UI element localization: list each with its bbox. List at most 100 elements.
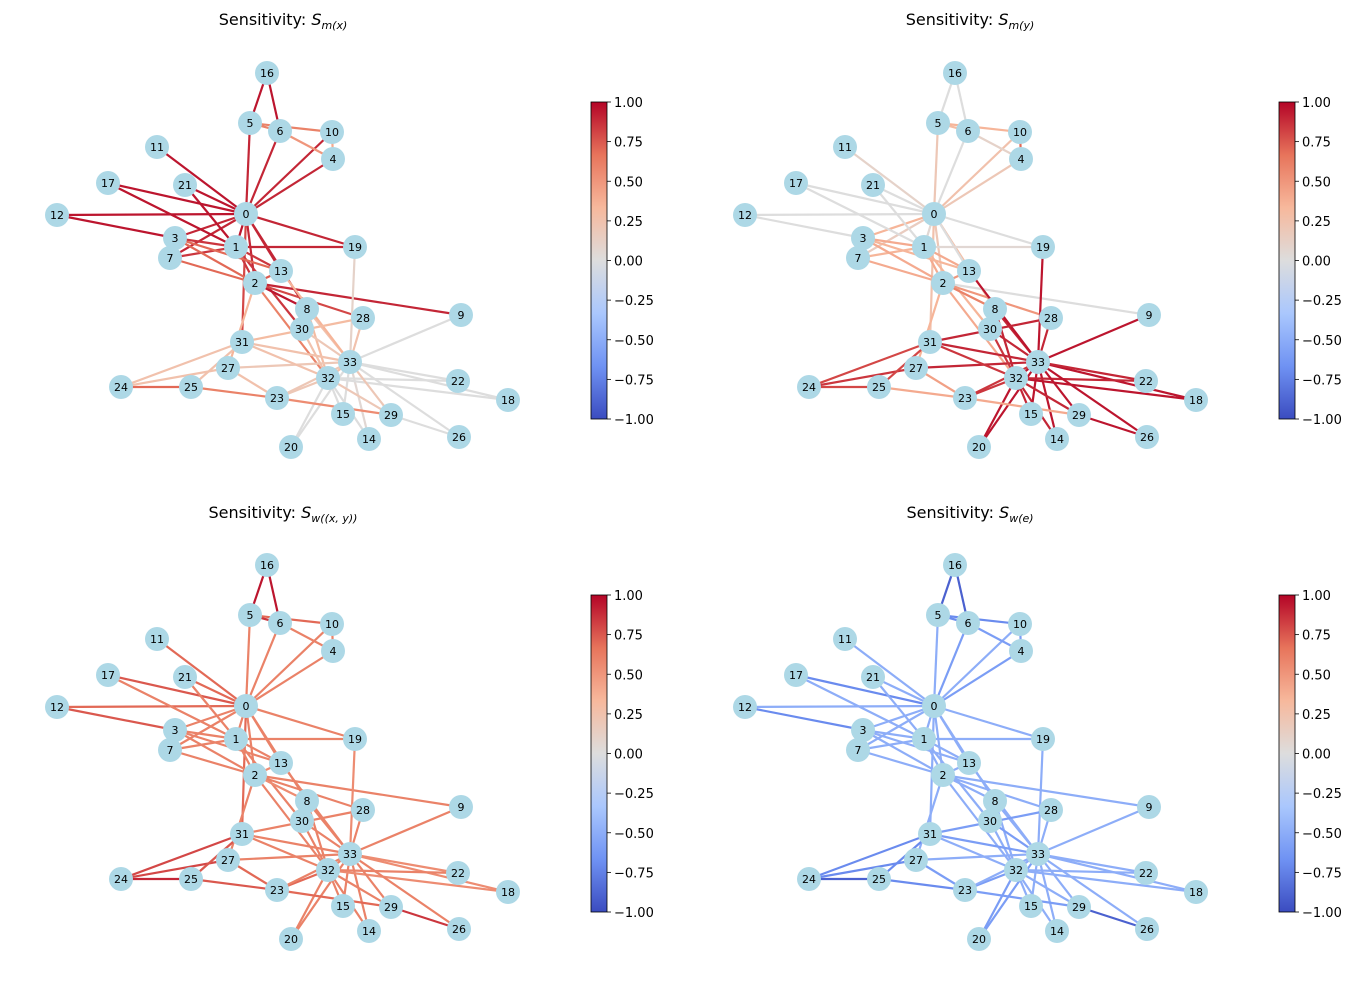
node-label-29: 29 xyxy=(1072,409,1086,422)
node-label-33: 33 xyxy=(343,848,357,861)
node-label-11: 11 xyxy=(838,141,852,154)
node-label-2: 2 xyxy=(940,769,947,782)
edge-0-10 xyxy=(245,623,333,707)
edge-3-12 xyxy=(744,705,864,732)
node-7 xyxy=(846,246,870,270)
node-11 xyxy=(145,135,169,159)
edge-0-19 xyxy=(933,212,1044,249)
node-label-26: 26 xyxy=(1140,923,1154,936)
node-26 xyxy=(447,917,471,941)
node-13 xyxy=(957,259,981,283)
node-32 xyxy=(1004,858,1028,882)
colorbar-tick-label: 0.75 xyxy=(1302,136,1331,151)
edge-2-9 xyxy=(254,773,462,809)
colorbar-tick-label: −0.50 xyxy=(614,827,654,842)
edge-19-33 xyxy=(348,738,357,855)
edge-0-17 xyxy=(795,673,935,708)
node-label-15: 15 xyxy=(1024,900,1038,913)
node-17 xyxy=(96,171,120,195)
edge-1-21 xyxy=(872,676,925,740)
node-label-2: 2 xyxy=(252,277,259,290)
node-label-30: 30 xyxy=(295,815,309,828)
edge-0-11 xyxy=(156,638,247,707)
node-label-8: 8 xyxy=(992,303,999,316)
node-label-12: 12 xyxy=(738,209,752,222)
edge-1-17 xyxy=(107,674,237,740)
edge-0-6 xyxy=(932,130,970,215)
panel-title-1: Sensitivity: Sm(y) xyxy=(906,10,1035,32)
node-11 xyxy=(833,135,857,159)
node-label-19: 19 xyxy=(348,733,362,746)
node-28 xyxy=(351,306,375,330)
node-label-18: 18 xyxy=(1189,886,1203,899)
node-label-23: 23 xyxy=(270,392,284,405)
node-label-27: 27 xyxy=(221,854,235,867)
node-14 xyxy=(1045,427,1069,451)
colorbar-bar xyxy=(1278,101,1296,420)
edge-0-11 xyxy=(156,146,247,215)
node-label-22: 22 xyxy=(1139,375,1153,388)
edge-0-6 xyxy=(244,622,282,707)
edge-22-32 xyxy=(1015,376,1147,383)
node-label-5: 5 xyxy=(247,117,254,130)
edge-2-3 xyxy=(174,237,256,284)
node-label-5: 5 xyxy=(935,117,942,130)
node-17 xyxy=(96,663,120,687)
node-label-20: 20 xyxy=(972,441,986,454)
edge-2-9 xyxy=(942,773,1150,809)
node-label-31: 31 xyxy=(235,336,249,349)
node-label-0: 0 xyxy=(931,700,938,713)
edge-0-12 xyxy=(744,704,935,709)
node-label-4: 4 xyxy=(330,645,337,658)
node-label-5: 5 xyxy=(935,609,942,622)
node-33 xyxy=(338,842,362,866)
node-26 xyxy=(1135,425,1159,449)
colorbar-bar xyxy=(590,594,608,913)
node-19 xyxy=(343,727,367,751)
edge-26-33 xyxy=(349,853,460,930)
edge-2-3 xyxy=(862,237,944,284)
node-label-31: 31 xyxy=(923,828,937,841)
node-7 xyxy=(158,738,182,762)
node-label-24: 24 xyxy=(114,873,128,886)
node-12 xyxy=(45,695,69,719)
node-31 xyxy=(230,330,254,354)
node-5 xyxy=(238,603,262,627)
node-18 xyxy=(1184,388,1208,412)
node-19 xyxy=(343,235,367,259)
edge-24-27 xyxy=(120,366,229,389)
colorbar-tick-label: 0.00 xyxy=(1302,748,1331,763)
node-label-33: 33 xyxy=(343,356,357,369)
colorbar-tick-label: 0.00 xyxy=(614,748,643,763)
edge-3-12 xyxy=(56,705,176,732)
edge-2-7 xyxy=(857,256,944,285)
node-13 xyxy=(957,751,981,775)
edge-22-33 xyxy=(1037,852,1147,875)
node-label-0: 0 xyxy=(931,208,938,221)
node-7 xyxy=(846,738,870,762)
node-4 xyxy=(1009,147,1033,171)
edge-24-31 xyxy=(120,832,243,881)
edge-2-7 xyxy=(169,256,256,285)
edge-19-33 xyxy=(1036,246,1045,363)
node-label-27: 27 xyxy=(221,362,235,375)
edge-0-7 xyxy=(169,213,247,259)
edge-23-33 xyxy=(276,361,351,399)
node-31 xyxy=(230,822,254,846)
node-21 xyxy=(173,665,197,689)
node-22 xyxy=(446,369,470,393)
edge-1-21 xyxy=(184,676,237,740)
node-33 xyxy=(1026,842,1050,866)
node-14 xyxy=(357,919,381,943)
edge-31-33 xyxy=(929,832,1039,856)
edge-2-27 xyxy=(914,774,945,861)
edge-27-33 xyxy=(915,360,1039,370)
node-24 xyxy=(109,867,133,891)
edge-23-25 xyxy=(190,877,278,892)
colorbar-tick-label: −0.75 xyxy=(614,866,654,881)
node-32 xyxy=(316,366,340,390)
edge-29-32 xyxy=(1015,869,1080,908)
colorbar-tick-label: 0.25 xyxy=(614,215,643,230)
node-label-20: 20 xyxy=(972,933,986,946)
